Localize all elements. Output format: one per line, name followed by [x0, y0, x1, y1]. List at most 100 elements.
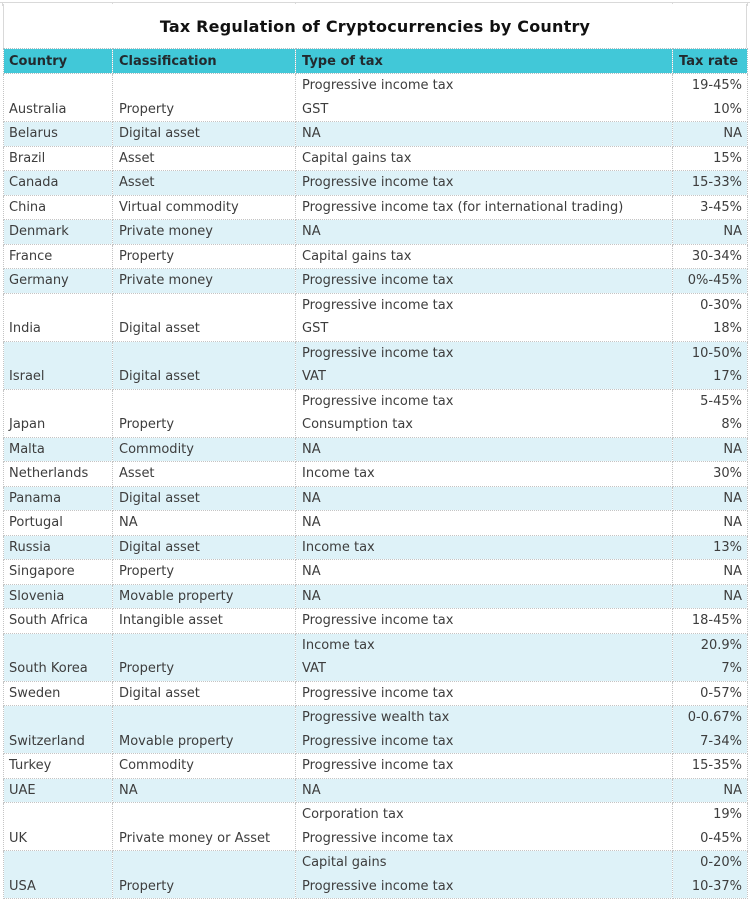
country-label: China — [9, 199, 47, 215]
classification-label: Private money — [119, 224, 214, 239]
tax-type-line: NA — [302, 126, 321, 141]
country-label: Turkey — [9, 758, 52, 773]
tax-rate-line: 7% — [721, 661, 742, 676]
cell-classification: Asset — [112, 461, 296, 487]
table-title: Tax Regulation of Cryptocurrencies by Co… — [3, 4, 747, 48]
table-row: Turkey Commodity Progressive income tax 15-… — [3, 753, 748, 779]
table-row: India Digital asset Progressive income tax… — [3, 292, 748, 342]
classification-label: Property — [119, 101, 175, 117]
tax-rate-line: 13% — [713, 539, 742, 555]
cell-tax-rates: 30-34% — [672, 243, 748, 269]
cell-classification: Property — [112, 73, 296, 122]
country-label: Singapore — [9, 564, 75, 579]
cell-tax-types: Progressive income tax — [295, 170, 673, 196]
cell-classification: Digital asset — [112, 121, 296, 147]
cell-classification: Asset — [112, 170, 296, 196]
classification-label: Commodity — [119, 441, 194, 457]
cell-tax-types: Progressive income tax GST — [295, 292, 673, 342]
cell-tax-types: Capital gains tax — [295, 243, 673, 269]
crypto-tax-table: Country Classification Type of tax Tax r… — [3, 48, 748, 899]
table-row: Belarus Digital asset NA NA — [3, 121, 748, 147]
tax-rate-line: 0-45% — [700, 830, 742, 846]
header-row: Country Classification Type of tax Tax r… — [3, 48, 748, 74]
cell-tax-rates: 19% 0-45% — [672, 802, 748, 851]
country-label: Denmark — [9, 224, 69, 239]
cell-classification: Virtual commodity — [112, 194, 296, 220]
cell-classification: Property — [112, 850, 296, 899]
cell-classification: Private money or Asset — [112, 802, 296, 851]
country-label: Slovenia — [9, 588, 65, 604]
cell-country: Denmark — [3, 219, 113, 245]
tax-type-line: NA — [302, 224, 321, 239]
country-label: South Africa — [9, 613, 88, 628]
tax-type-line: VAT — [302, 661, 326, 676]
tax-type-line: Corporation tax — [302, 807, 404, 822]
cell-tax-types: NA — [295, 219, 673, 245]
tax-type-line: Progressive income tax — [302, 830, 454, 846]
tax-rate-line: 30-34% — [691, 248, 742, 264]
country-label: Russia — [9, 539, 51, 555]
tax-type-line: VAT — [302, 369, 326, 384]
country-label: Malta — [9, 441, 45, 457]
country-label: UK — [9, 830, 28, 846]
cell-country: Sweden — [3, 680, 113, 706]
cell-classification: Movable property — [112, 705, 296, 754]
cell-tax-rates: 13% — [672, 534, 748, 560]
classification-label: Private money — [119, 273, 214, 288]
cell-tax-rates: 18-45% — [672, 608, 748, 634]
cell-country: Belarus — [3, 121, 113, 147]
tax-rate-line: 18% — [713, 321, 742, 336]
country-label: Netherlands — [9, 466, 89, 481]
classification-label: Asset — [119, 175, 155, 190]
table-row: Malta Commodity NA NA — [3, 436, 748, 462]
tax-rate-line: 19% — [713, 807, 742, 822]
country-label: Japan — [9, 417, 46, 432]
cell-country: Malta — [3, 436, 113, 462]
tax-rate-line: 18-45% — [691, 613, 742, 628]
country-label: USA — [9, 878, 36, 894]
cell-country: Russia — [3, 534, 113, 560]
tax-type-line: Progressive wealth tax — [302, 710, 450, 725]
table-row: Israel Digital asset Progressive income ta… — [3, 340, 748, 390]
table-row: Portugal NA NA NA — [3, 510, 748, 536]
header-type-of-tax: Type of tax — [295, 48, 673, 74]
cell-country: UK — [3, 802, 113, 851]
tax-rate-line: NA — [723, 782, 742, 798]
cell-country: Japan — [3, 388, 113, 438]
tax-type-line: Income tax — [302, 637, 375, 653]
header-classification: Classification — [112, 48, 296, 74]
tax-type-line: Income tax — [302, 466, 375, 481]
table-container: Tax Regulation of Cryptocurrencies by Co… — [3, 4, 748, 899]
cell-tax-rates: 0-0.67% 7-34% — [672, 705, 748, 754]
cell-tax-types: Progressive wealth tax Progressive income… — [295, 705, 673, 754]
cell-classification: Commodity — [112, 436, 296, 462]
tax-rate-line: 0-0.67% — [687, 710, 742, 725]
cell-country: Panama — [3, 485, 113, 511]
cell-country: USA — [3, 850, 113, 899]
tax-type-line: NA — [302, 515, 321, 530]
tax-rate-line: 3-45% — [700, 199, 742, 215]
classification-label: Private money or Asset — [119, 830, 271, 846]
country-label: Switzerland — [9, 733, 85, 749]
cell-classification: Digital asset — [112, 680, 296, 706]
classification-label: Movable property — [119, 733, 234, 749]
cell-tax-types: Progressive income tax GST — [295, 73, 673, 122]
country-label: Belarus — [9, 126, 58, 141]
country-label: India — [9, 321, 41, 336]
tax-type-line: Progressive income tax — [302, 345, 454, 361]
tax-type-line: Progressive income tax — [302, 878, 454, 894]
country-label: Panama — [9, 490, 62, 506]
cell-tax-rates: NA — [672, 559, 748, 585]
tax-type-line: Progressive income tax — [302, 78, 454, 93]
table-row: Singapore Property NA NA — [3, 559, 748, 585]
cell-classification: NA — [112, 510, 296, 536]
table-row: Japan Property Progressive income tax Consu… — [3, 388, 748, 438]
table-row: Germany Private money Progressive income t… — [3, 268, 748, 294]
table-row: USA Property Capital gains Progressive inco… — [3, 850, 748, 899]
cell-tax-types: NA — [295, 485, 673, 511]
tax-type-line: Progressive income tax — [302, 297, 454, 313]
cell-country: Australia — [3, 73, 113, 122]
classification-label: Property — [119, 878, 175, 894]
cell-country: China — [3, 194, 113, 220]
tax-type-line: Capital gains tax — [302, 150, 412, 166]
